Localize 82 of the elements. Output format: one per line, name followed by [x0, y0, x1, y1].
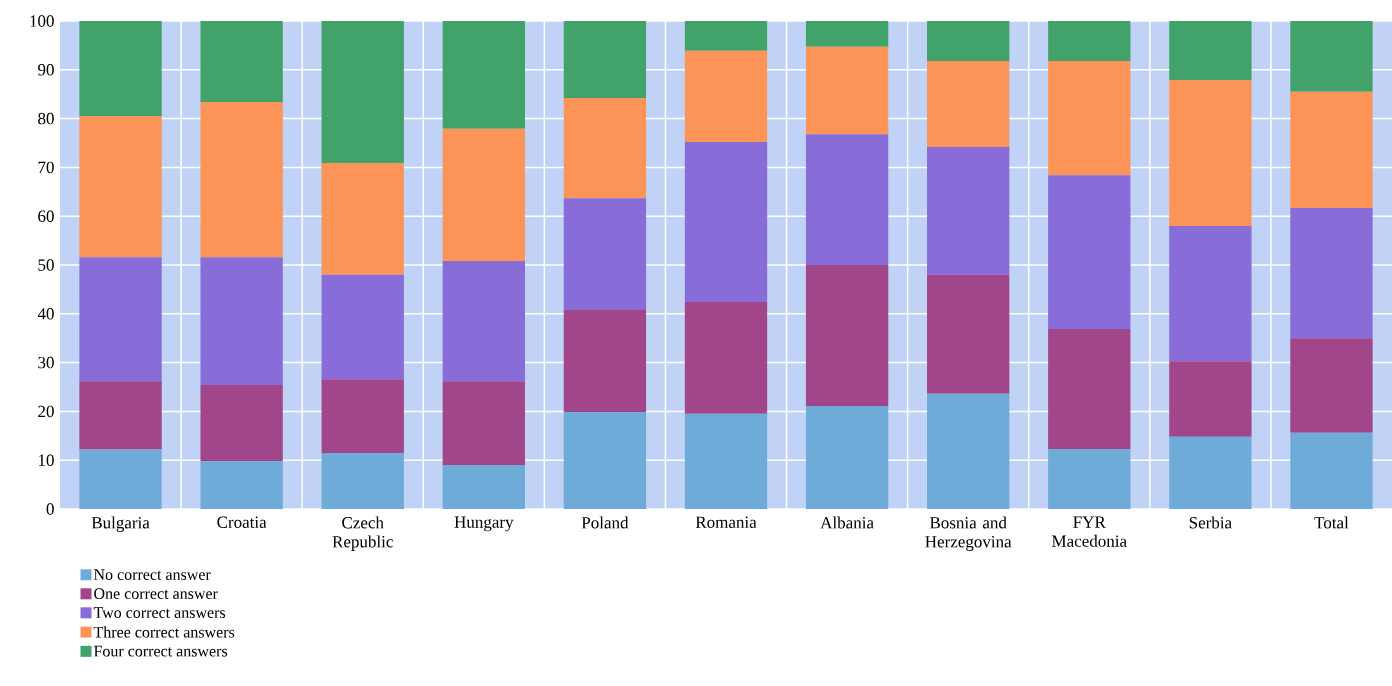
bar — [684, 50, 768, 143]
bar — [442, 20, 525, 129]
bar — [563, 411, 647, 509]
bar — [1290, 207, 1373, 339]
y-tick-label: 70 — [38, 161, 54, 174]
bar — [321, 452, 404, 509]
bar — [805, 134, 889, 265]
bar — [321, 20, 404, 163]
bar — [563, 309, 647, 412]
bar — [200, 102, 283, 258]
bar — [927, 20, 1010, 62]
bar — [200, 257, 283, 386]
bar — [1169, 361, 1252, 437]
bar — [563, 20, 647, 99]
bar — [805, 20, 889, 47]
bar — [200, 385, 283, 462]
bar — [79, 20, 162, 117]
bar — [805, 406, 889, 509]
legend-label: One correct answer — [94, 588, 218, 600]
bar — [927, 146, 1010, 275]
bar — [442, 465, 525, 509]
legend-label: Four correct answers — [93, 645, 228, 657]
legend-label: Two correct answers — [93, 607, 226, 618]
x-tick-label: Serbia — [1189, 516, 1232, 529]
x-tick-label: Albania — [820, 516, 874, 529]
bar — [1169, 436, 1252, 509]
x-tick-label: Hungary — [454, 516, 514, 532]
bar — [1048, 20, 1131, 62]
bar — [321, 274, 404, 380]
bar — [321, 379, 404, 453]
bar — [442, 128, 525, 262]
bar — [79, 449, 162, 509]
bar — [1169, 20, 1252, 81]
y-tick-label: 40 — [37, 308, 54, 320]
bar — [1169, 225, 1252, 362]
x-tick-label: Czech Republic — [332, 516, 393, 551]
bar — [442, 381, 525, 466]
bar — [442, 261, 525, 382]
bar — [200, 20, 283, 102]
bar — [927, 393, 1010, 509]
bar — [805, 46, 889, 135]
bar — [1048, 175, 1131, 329]
bar — [684, 413, 768, 509]
bar — [1048, 448, 1131, 509]
bar — [563, 198, 647, 310]
y-tick-label: 90 — [38, 64, 54, 76]
x-tick-label: Bulgaria — [91, 516, 150, 532]
bar — [1169, 80, 1252, 226]
y-tick-label: 30 — [38, 356, 54, 369]
y-tick-label: 10 — [38, 454, 54, 466]
bar — [1290, 91, 1373, 208]
bar — [1290, 338, 1373, 433]
bar — [1290, 20, 1373, 92]
bar — [79, 257, 162, 382]
bar — [927, 61, 1010, 147]
y-tick-label: 100 — [30, 15, 54, 27]
bar — [927, 274, 1010, 394]
bar — [79, 116, 162, 258]
x-tick-label: Romania — [695, 516, 757, 528]
x-tick-label: Total — [1314, 516, 1349, 529]
x-tick-label: FYR Macedonia — [1052, 516, 1127, 547]
bar — [684, 20, 768, 51]
bar — [321, 163, 404, 275]
bar — [200, 461, 283, 509]
bar — [805, 265, 889, 407]
x-tick-label: Bosnia and Herzegovina — [925, 516, 1012, 551]
bar — [1048, 328, 1131, 449]
bar — [1048, 61, 1131, 176]
x-tick-label: Poland — [581, 516, 629, 529]
legend-label: No correct answer — [93, 569, 211, 580]
y-tick-label: 20 — [38, 405, 54, 418]
bar — [563, 98, 647, 199]
bar — [684, 302, 768, 414]
bar — [1290, 432, 1373, 509]
bar — [684, 142, 768, 303]
x-tick-label: Croatia — [217, 516, 267, 528]
y-tick-label: 60 — [38, 210, 54, 222]
y-tick-label: 80 — [38, 112, 54, 125]
y-tick-label: 0 — [46, 503, 54, 515]
y-tick-label: 50 — [38, 259, 54, 271]
legend-label: Three correct answers — [93, 626, 235, 638]
bar — [79, 381, 162, 450]
